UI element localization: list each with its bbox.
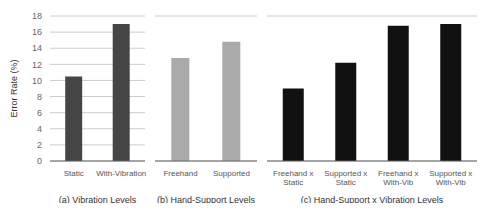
svg-text:Freehand: Freehand <box>163 169 197 178</box>
svg-text:With-Vibration: With-Vibration <box>96 169 146 178</box>
svg-text:(a) Vibration Levels: (a) Vibration Levels <box>59 195 137 203</box>
svg-text:(c) Hand-Support x Vibration L: (c) Hand-Support x Vibration Levels <box>301 195 444 203</box>
svg-text:Supported xWith-Vib: Supported xWith-Vib <box>429 169 472 187</box>
svg-text:4: 4 <box>37 124 42 134</box>
svg-text:6: 6 <box>37 108 42 118</box>
svg-text:14: 14 <box>32 43 42 53</box>
svg-text:Static: Static <box>64 169 84 178</box>
svg-text:Freehand xWith-Vib: Freehand xWith-Vib <box>378 169 418 187</box>
svg-text:18: 18 <box>32 11 42 21</box>
svg-text:10: 10 <box>32 76 42 86</box>
svg-text:2: 2 <box>37 140 42 150</box>
svg-text:Freehand xStatic: Freehand xStatic <box>273 169 313 187</box>
svg-text:8: 8 <box>37 92 42 102</box>
svg-text:Error Rate (%): Error Rate (%) <box>9 59 19 117</box>
svg-text:(b) Hand-Support Levels: (b) Hand-Support Levels <box>157 195 256 203</box>
svg-text:Supported: Supported <box>213 169 250 178</box>
svg-text:Supported xStatic: Supported xStatic <box>324 169 367 187</box>
svg-text:16: 16 <box>32 27 42 37</box>
svg-text:0: 0 <box>37 156 42 166</box>
svg-text:12: 12 <box>32 60 42 70</box>
